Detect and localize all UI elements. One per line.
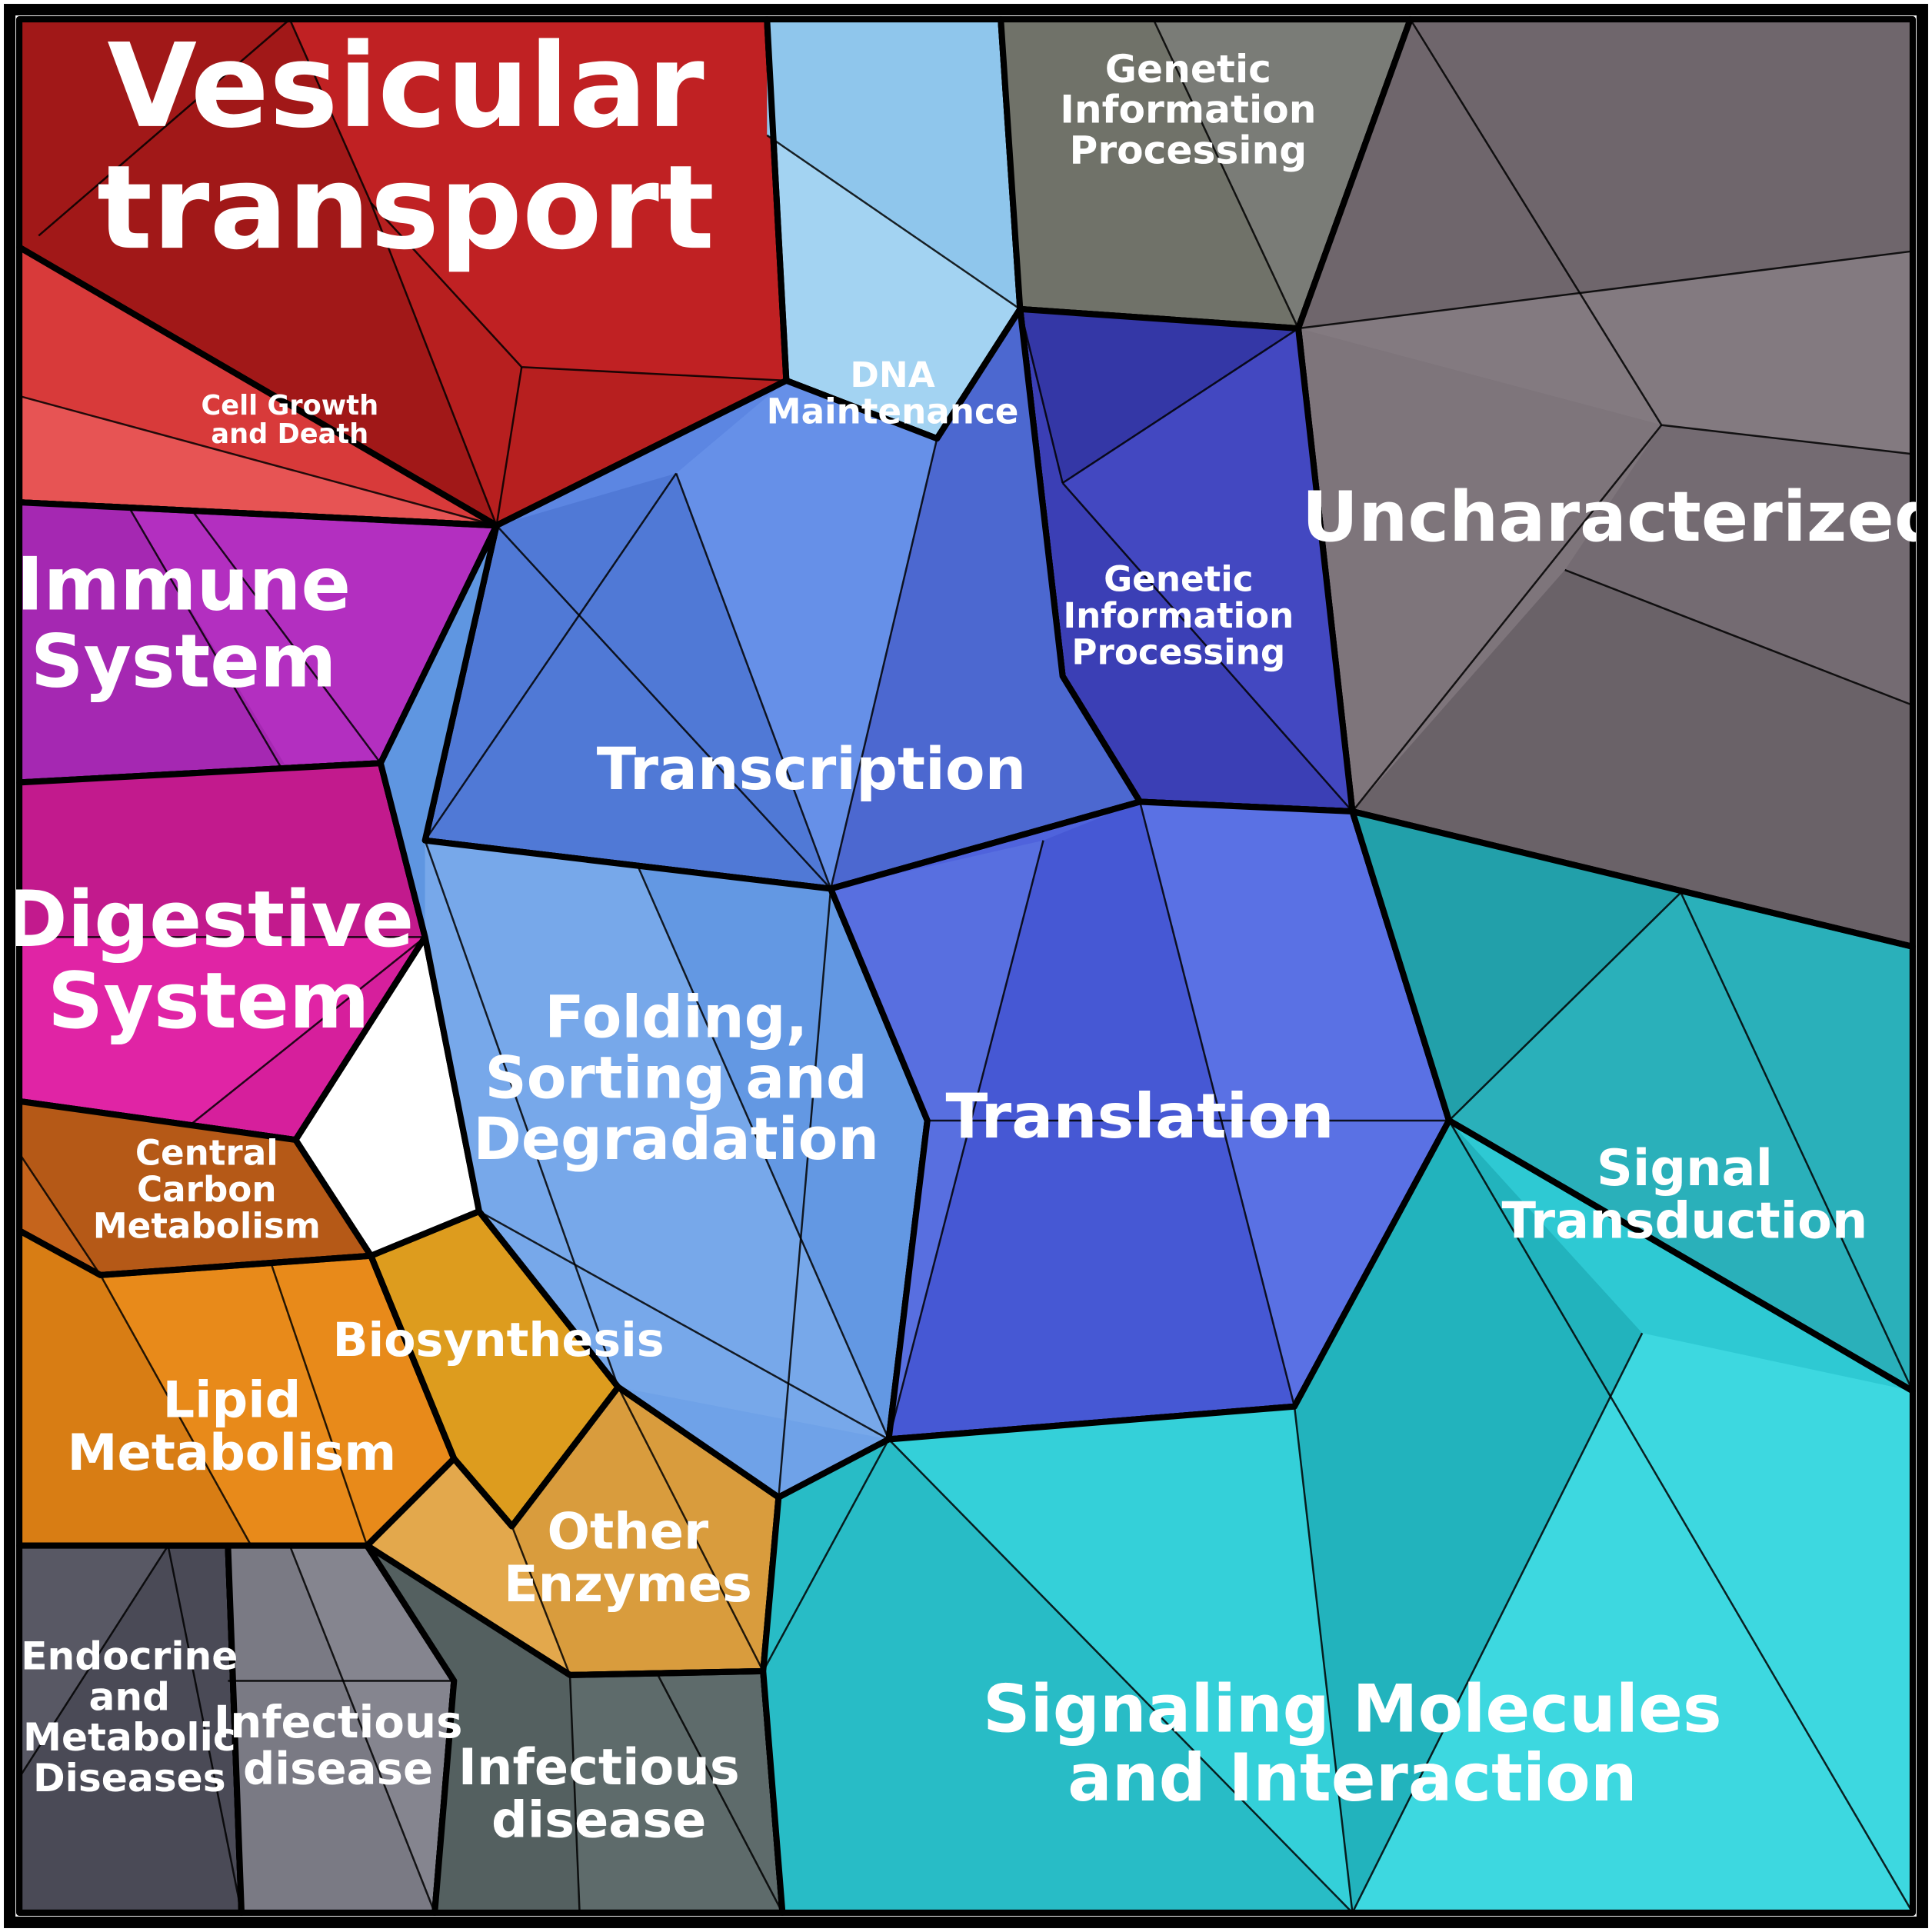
label-digestive-system: DigestiveSystem (3, 875, 414, 1047)
label-immune-system: ImmuneSystem (16, 541, 351, 705)
voronoi-treemap: Vesiculartransport Cell Growthand Death Im… (0, 0, 1932, 1932)
label-cell-growth-death: Cell Growthand Death (201, 390, 378, 450)
label-translation: Translation (946, 1080, 1334, 1152)
label-vesicular-transport: Vesiculartransport (97, 18, 715, 275)
label-transcription: Transcription (597, 734, 1027, 802)
label-endocrine-metabolic: EndocrineandMetabolicDiseases (21, 1633, 238, 1800)
label-uncharacterized: Uncharacterized (1302, 477, 1932, 558)
label-biosynthesis: Biosynthesis (333, 1313, 665, 1367)
label-infectious-disease-2: Infectiousdisease (458, 1738, 740, 1850)
label-signaling-molecules: Signaling Moleculesand Interaction (983, 1672, 1722, 1817)
label-infectious-disease-1: Infectiousdisease (214, 1696, 463, 1795)
